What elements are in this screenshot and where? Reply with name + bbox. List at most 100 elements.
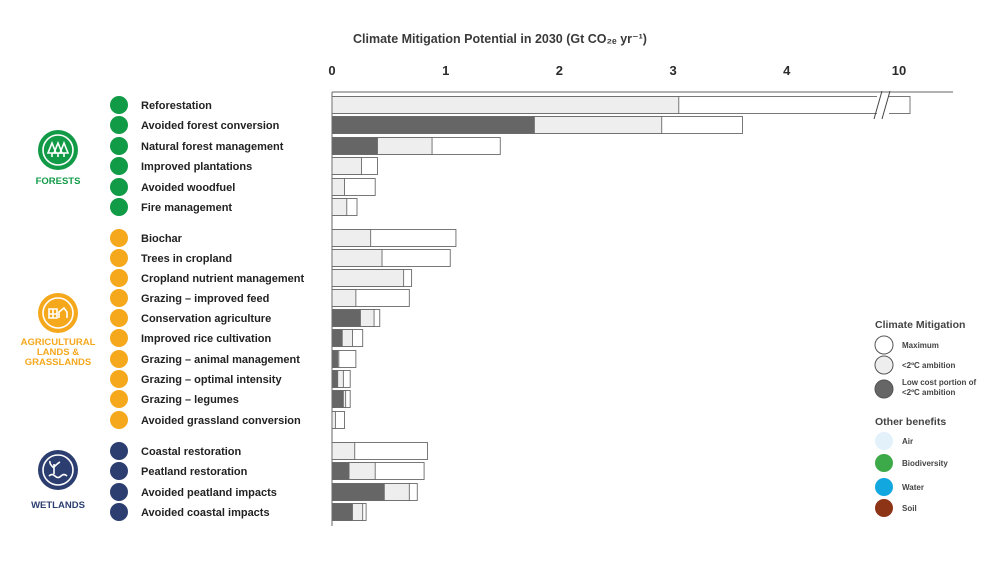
- bar-low-cost: [331, 462, 350, 480]
- bar-low-cost: [331, 329, 343, 347]
- row-dot: [110, 178, 128, 196]
- legend-swatch: [874, 355, 894, 375]
- row-label: Grazing – optimal intensity: [141, 374, 282, 386]
- bar-ambition: [331, 411, 336, 429]
- row-label: Fire management: [141, 202, 232, 214]
- row-label: Grazing – improved feed: [141, 293, 269, 305]
- row-label: Grazing – animal management: [141, 354, 300, 366]
- legend-swatch: [874, 335, 894, 355]
- row-label: Reforestation: [141, 100, 212, 112]
- row-label: Cropland nutrient management: [141, 273, 305, 285]
- row-label: Avoided coastal impacts: [141, 507, 270, 519]
- row-dot: [110, 198, 128, 216]
- row-dot: [110, 137, 128, 155]
- legend-label: Maximum: [902, 341, 939, 350]
- row-dot: [110, 442, 128, 460]
- row-dot: [110, 350, 128, 368]
- row-label: Avoided grassland conversion: [141, 415, 301, 427]
- bar-low-cost: [331, 483, 385, 501]
- legend-swatch: [874, 379, 894, 399]
- row-label: Coastal restoration: [141, 446, 242, 458]
- x-tick-label: 2: [556, 63, 563, 78]
- row-label: Natural forest management: [141, 141, 284, 153]
- bar-low-cost: [331, 309, 361, 327]
- legend-mitigation-title: Climate Mitigation: [875, 319, 965, 331]
- legend: Climate Mitigation Other benefits Maximu…: [874, 319, 977, 517]
- trees-icon: [46, 140, 70, 157]
- group-label: FORESTS: [36, 176, 81, 187]
- row-dot: [110, 157, 128, 175]
- bar-ambition: [331, 178, 345, 196]
- axis-break-gap: [877, 93, 889, 117]
- axis-break-mark: [873, 90, 883, 120]
- row-label: Avoided forest conversion: [141, 120, 280, 132]
- row-dot: [110, 289, 128, 307]
- group-label: WETLANDS: [31, 500, 85, 511]
- group-label: LANDS &: [37, 347, 79, 358]
- row-label: Biochar: [141, 233, 183, 245]
- bar-low-cost: [331, 137, 378, 155]
- bar-ambition: [331, 269, 405, 287]
- water-plant-badge: [38, 450, 78, 490]
- axis-break-mark: [881, 90, 891, 120]
- row-label: Conservation agriculture: [141, 313, 271, 325]
- row-dot: [110, 370, 128, 388]
- row-dot: [110, 329, 128, 347]
- x-tick-label: 0: [328, 63, 335, 78]
- bars: [331, 90, 911, 521]
- legend-benefit-label: Biodiversity: [902, 459, 948, 468]
- trees-badge: [38, 130, 78, 170]
- water-plant-icon-ring: [42, 454, 74, 486]
- water-plant-icon: [48, 460, 68, 479]
- trees-icon-ring: [42, 134, 74, 166]
- legend-benefit-swatch: [875, 432, 893, 450]
- row-label: Grazing – legumes: [141, 394, 239, 406]
- row-dot: [110, 503, 128, 521]
- x-tick-label: 4: [783, 63, 791, 78]
- row-dot: [110, 411, 128, 429]
- row-dot: [110, 269, 128, 287]
- row-dot: [110, 116, 128, 134]
- wheat-cow-icon-ring: [42, 297, 74, 329]
- group-label: AGRICULTURAL: [21, 337, 96, 348]
- wheat-cow-icon: [48, 306, 68, 319]
- bar-low-cost: [331, 390, 344, 408]
- row-dots: [110, 96, 128, 521]
- wheat-cow-badge: [38, 293, 78, 333]
- legend-benefit-label: Water: [902, 483, 924, 492]
- row-label: Trees in cropland: [141, 253, 232, 265]
- legend-label: <2ºC ambition: [902, 388, 955, 397]
- legend-label: Low cost portion of: [902, 378, 977, 387]
- group-label: GRASSLANDS: [25, 357, 92, 368]
- legend-benefit-label: Soil: [902, 504, 917, 513]
- x-tick-label: 1: [442, 63, 449, 78]
- legend-label: <2ºC ambition: [902, 361, 955, 370]
- water-wave: [48, 473, 68, 479]
- row-label: Improved rice cultivation: [141, 333, 271, 345]
- row-dot: [110, 390, 128, 408]
- x-tick-label: 3: [669, 63, 676, 78]
- x-tick-label: 10: [892, 63, 906, 78]
- row-dot: [110, 96, 128, 114]
- row-dot: [110, 229, 128, 247]
- cow-head: [58, 306, 68, 318]
- bar-ambition: [331, 229, 372, 247]
- bar-ambition: [331, 157, 363, 175]
- bar-ambition: [331, 198, 348, 216]
- bar-ambition: [331, 96, 680, 114]
- plant-stem: [49, 460, 61, 474]
- row-labels: Reforestation Avoided forest conversion Na…: [141, 100, 305, 519]
- legend-benefit-swatch: [875, 478, 893, 496]
- legend-benefit-swatch: [875, 454, 893, 472]
- bar-ambition: [331, 442, 356, 460]
- row-label: Avoided peatland impacts: [141, 487, 277, 499]
- row-dot: [110, 462, 128, 480]
- bar-low-cost: [331, 503, 353, 521]
- bar-low-cost: [331, 370, 339, 388]
- bar-ambition: [331, 289, 357, 307]
- bar-low-cost: [331, 116, 535, 134]
- row-label: Peatland restoration: [141, 466, 248, 478]
- legend-benefit-swatch: [875, 499, 893, 517]
